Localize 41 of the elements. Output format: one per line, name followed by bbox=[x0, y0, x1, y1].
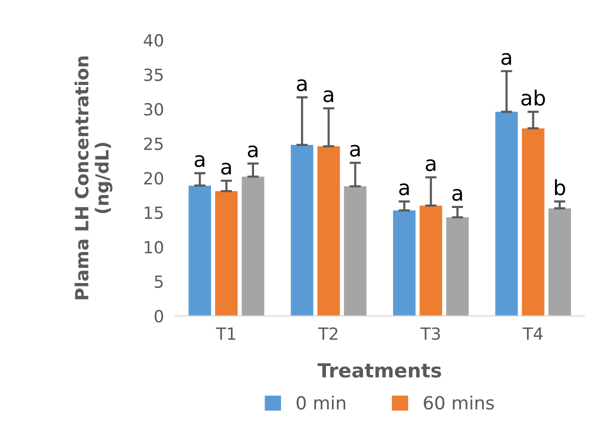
bar bbox=[393, 210, 416, 316]
data-label: a bbox=[194, 155, 204, 168]
bar bbox=[290, 144, 314, 316]
bar bbox=[242, 176, 264, 316]
y-tick-label: 5 bbox=[154, 276, 163, 288]
y-tick-label: 25 bbox=[144, 137, 163, 150]
data-label: a bbox=[324, 90, 334, 102]
bar bbox=[188, 186, 212, 316]
x-tick-label: T4 bbox=[522, 328, 543, 340]
bar bbox=[446, 217, 469, 316]
data-label: a bbox=[296, 79, 307, 92]
y-tick-label: 20 bbox=[144, 172, 164, 185]
data-label: b bbox=[554, 179, 566, 196]
legend-label: 0 min bbox=[296, 396, 346, 410]
y-tick-label: 35 bbox=[144, 68, 163, 82]
bar bbox=[548, 208, 571, 316]
data-label: ab bbox=[521, 90, 545, 106]
bar bbox=[344, 186, 366, 316]
x-tick-label: T1 bbox=[216, 328, 236, 340]
legend-label: 60 mins bbox=[424, 396, 494, 410]
bar bbox=[215, 191, 238, 316]
y-tick-label: 30 bbox=[144, 103, 164, 116]
data-label: a bbox=[426, 159, 436, 172]
data-label: a bbox=[350, 144, 360, 157]
bar bbox=[495, 112, 518, 316]
y-tick-label: 15 bbox=[144, 206, 163, 220]
data-label: a bbox=[221, 162, 231, 175]
x-tick-label: T2 bbox=[318, 327, 338, 340]
x-tick-label: T3 bbox=[420, 327, 440, 340]
data-label: a bbox=[399, 183, 409, 196]
bar bbox=[420, 206, 442, 316]
y-tick-label: 0 bbox=[154, 310, 164, 322]
data-label: a bbox=[248, 145, 258, 158]
y-tick-label: 40 bbox=[144, 34, 164, 47]
x-axis-title: Treatments bbox=[318, 363, 442, 378]
data-label: a bbox=[501, 53, 512, 66]
y-tick-label: 10 bbox=[144, 240, 164, 254]
y-axis-title: Plama LH Concentration (ng/dL) bbox=[74, 56, 112, 300]
bar bbox=[317, 146, 340, 316]
bar bbox=[522, 128, 544, 316]
data-label: a bbox=[452, 188, 462, 201]
